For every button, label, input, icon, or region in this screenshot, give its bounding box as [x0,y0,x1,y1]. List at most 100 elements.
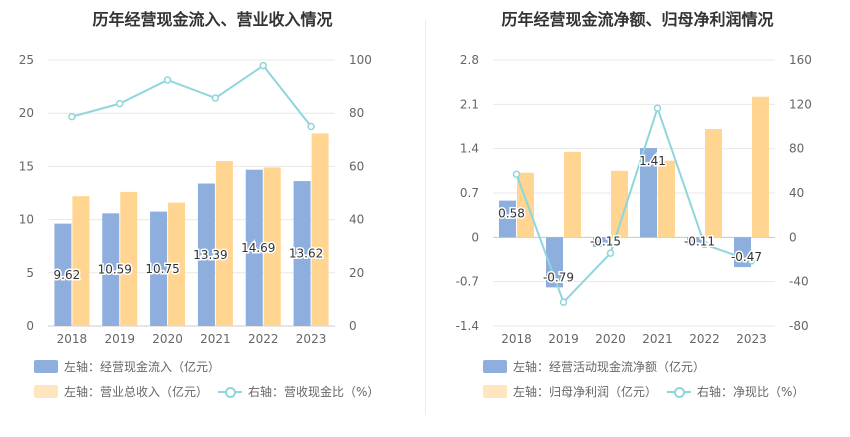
bar-primary [687,237,704,245]
bar-primary [150,211,168,326]
x-axis-tick-label: 2019 [548,332,579,346]
bar-data-label: -0.79 [543,270,574,284]
left-chart-panel: 历年经营现金流入、营业收入情况 0 5 10 15 20 25 0 20 40 60 80 100 9.… [19,10,380,400]
x-axis-tick-label: 2020 [152,332,183,346]
left-axis-tick-label: 1.4 [460,142,479,156]
panel-divider [425,20,426,415]
left-chart-title: 历年经营现金流入、营业收入情况 [92,10,333,29]
x-axis-tick-label: 2020 [595,332,626,346]
series-point [559,298,568,306]
bar-data-label: 13.39 [193,248,227,262]
right-axis-tick-label: 120 [789,97,812,111]
left-axis-tick-label: -0.7 [456,275,479,289]
left-chart-svg: 0 5 10 15 20 25 0 20 40 60 80 100 9.62 10.59 10.75 13.3… [19,53,372,346]
left-axis-tick-label: 5 [26,266,34,280]
bar-data-label: 0.58 [498,207,525,221]
x-axis-tick-label: 2023 [736,332,767,346]
legend-swatch-blue [34,360,58,373]
left-legend-item-revenue[interactable]: 左轴：营业总收入（亿元） [34,383,208,400]
bar-secondary [564,151,581,238]
bar-primary [640,148,657,238]
bar-primary [245,169,263,326]
bar-secondary [120,191,138,326]
bar-data-label: 14.69 [241,241,275,255]
right-axis-tick-label: 40 [789,186,804,200]
legend-label: 右轴：营收现金比（%） [248,385,380,399]
left-legend-item-ratio[interactable]: 右轴：营收现金比（%） [218,383,379,400]
bar-data-label: -0.11 [684,234,715,248]
series-point [211,94,220,102]
right-legend-item-net-cash-flow[interactable]: 左轴：经营活动现金流净额（亿元） [483,358,705,375]
right-chart-svg: -1.4 -0.7 0 0.7 1.4 2.1 2.8 -80 -40 0 40 80 120 160 0.… [456,53,812,346]
legend-label: 左轴：归母净利润（亿元） [513,385,658,399]
bar-data-label: 9.62 [54,268,81,282]
legend-label: 右轴：净现比（%） [697,385,805,399]
bar-secondary [658,160,675,238]
bar-primary [593,237,610,247]
legend-swatch-blue [483,360,507,373]
series-point [307,122,315,131]
right-axis-tick-label: 80 [789,142,804,156]
bar-secondary [705,129,722,238]
bar-primary [499,200,516,238]
right-legend-item-net-profit[interactable]: 左轴：归母净利润（亿元） [483,383,657,400]
left-axis-tick-label: -1.4 [456,319,479,333]
bar-secondary [752,96,769,238]
right-axis-tick-label: 100 [349,53,372,67]
left-axis-tick-label: 2.1 [460,97,479,111]
bar-secondary [168,202,186,326]
bar-data-label: -0.15 [590,234,621,248]
series-point [747,257,756,265]
left-axis-tick-label: 10 [19,213,34,227]
bar-data-label: 1.41 [639,154,666,168]
series-point [700,240,709,249]
series-line [71,64,312,128]
left-axis-tick-label: 20 [19,106,34,120]
legend-swatch-line [667,385,691,398]
left-axis-tick-label: 25 [19,53,34,67]
left-legend-item-cash-inflow[interactable]: 左轴：经营现金流入（亿元） [34,358,220,375]
legend-label: 左轴：经营活动现金流净额（亿元） [513,360,706,374]
x-axis-tick-label: 2022 [248,332,279,346]
bar-primary [54,223,72,326]
right-axis-tick-label: 160 [789,53,812,67]
right-chart-panel: 历年经营现金流净额、归母净利润情况 -1.4 -0.7 0 0.7 1.4 2.1 2.8-… [425,0,850,437]
bar-secondary [611,170,628,238]
legend-label: 左轴：营业总收入（亿元） [64,385,209,399]
series-point [606,249,615,257]
x-axis-tick-label: 2021 [200,332,231,346]
x-axis-tick-label: 2022 [689,332,720,346]
series-point [512,170,521,179]
bar-secondary [72,196,90,326]
bar-secondary [215,161,233,326]
bar-data-label: 13.62 [289,247,323,261]
bar-primary [197,183,215,326]
x-axis-tick-label: 2023 [296,332,327,346]
bar-data-label: -0.47 [731,250,762,264]
x-axis-tick-label: 2018 [57,332,88,346]
right-axis-tick-label: -80 [789,319,809,333]
right-axis-tick-label: -40 [789,275,809,289]
x-axis-tick-label: 2019 [104,332,135,346]
bar-primary [546,237,563,288]
left-axis-tick-label: 15 [19,159,34,173]
right-axis-tick-label: 0 [789,230,797,244]
series-point [653,104,662,112]
legend-swatch-line [218,385,242,398]
series-line [515,105,752,305]
left-axis-tick-label: 0 [471,230,479,244]
series-point [163,76,172,84]
bar-secondary [263,167,281,326]
legend-swatch-orange [483,385,507,398]
legend-label: 左轴：经营现金流入（亿元） [64,360,221,374]
series-point [259,61,267,70]
right-legend-item-net-cash-ratio[interactable]: 右轴：净现比（%） [667,383,804,400]
legend-swatch-orange [34,385,58,398]
bar-data-label: 10.59 [98,263,132,277]
right-axis-tick-label: 40 [349,213,364,227]
series-point [116,99,124,108]
right-chart-title: 历年经营现金流净额、归母净利润情况 [501,10,774,29]
bar-primary [293,181,311,326]
right-axis-tick-label: 60 [349,159,364,173]
left-axis-tick-label: 2.8 [460,53,479,67]
